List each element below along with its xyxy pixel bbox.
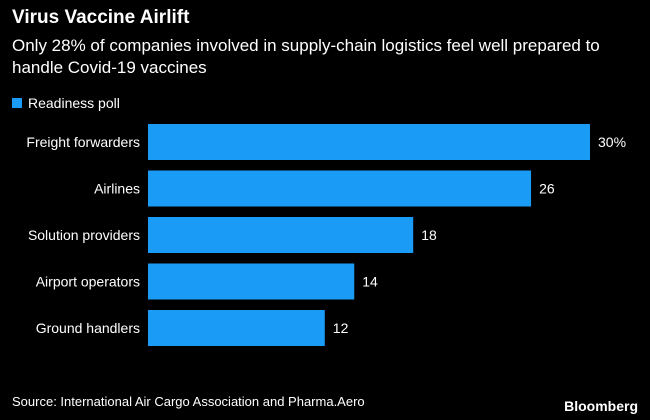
data-label-solution-providers: 18 [421,227,437,243]
data-label-freight-forwarders: 30% [598,134,626,150]
category-label-ground-handlers: Ground handlers [36,320,140,336]
data-label-ground-handlers: 12 [333,320,349,336]
bloomberg-logo: Bloomberg [564,398,638,414]
legend: Readiness poll [12,95,120,111]
bar-ground-handlers [148,310,325,346]
source-note: Source: International Air Cargo Associat… [12,394,365,409]
data-label-airlines: 26 [539,181,555,197]
bar-freight-forwarders [148,124,590,160]
legend-label: Readiness poll [28,95,120,111]
bar-solution-providers [148,217,414,253]
bar-airport-operators [148,263,355,300]
category-label-freight-forwarders: Freight forwarders [26,134,140,150]
chart-title: Virus Vaccine Airlift [12,7,190,28]
category-label-solution-providers: Solution providers [28,227,140,243]
chart-subtitle: Only 28% of companies involved in supply… [12,36,600,77]
category-label-airlines: Airlines [94,181,140,197]
bar-airlines [148,170,532,207]
category-label-airport-operators: Airport operators [36,274,140,290]
data-label-airport-operators: 14 [362,274,378,290]
legend-swatch [12,98,22,108]
